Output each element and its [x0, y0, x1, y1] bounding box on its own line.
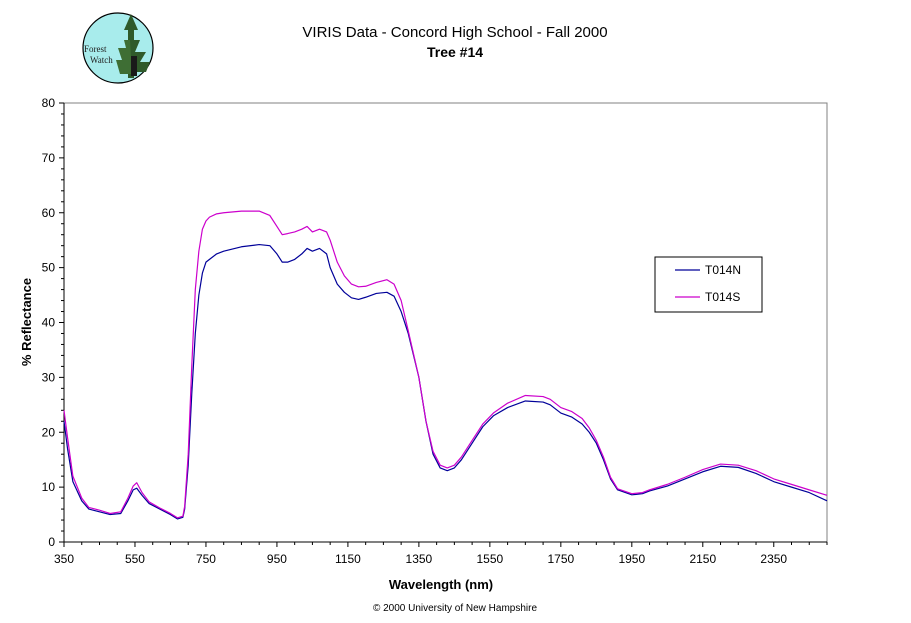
- x-axis: 350 550 750 950 1150 1350 1550 1750 1950 2150 2350: [54, 541, 828, 566]
- legend-label-t014s: T014S: [705, 290, 740, 304]
- y-tick-label: 30: [42, 370, 56, 384]
- y-tick-label: 10: [42, 480, 56, 494]
- y-axis-label: % Reflectance: [19, 278, 34, 366]
- copyright-notice: © 2000 University of New Hampshire: [373, 603, 538, 614]
- x-tick-label: 1750: [547, 552, 574, 566]
- logo-text-line1: Forest: [84, 44, 107, 54]
- x-tick-label: 2350: [760, 552, 787, 566]
- y-tick-label: 50: [42, 261, 56, 275]
- y-axis: 0 10 20 30 40 50 60 70 80: [42, 96, 65, 549]
- x-axis-label: Wavelength (nm): [389, 577, 493, 592]
- y-tick-label: 80: [42, 96, 56, 110]
- chart-title: VIRIS Data - Concord High School - Fall …: [302, 24, 607, 41]
- x-tick-label: 1350: [406, 552, 433, 566]
- x-tick-label: 550: [125, 552, 145, 566]
- series-layer: [63, 210, 828, 520]
- legend-box: [654, 256, 763, 313]
- y-tick-label: 70: [42, 151, 56, 165]
- x-tick-label: 350: [54, 552, 74, 566]
- x-tick-label: 950: [267, 552, 287, 566]
- x-tick-label: 2150: [689, 552, 716, 566]
- y-tick-label: 40: [42, 316, 56, 330]
- y-tick-label: 60: [42, 206, 56, 220]
- x-tick-label: 1950: [618, 552, 645, 566]
- plot-area: [63, 102, 828, 543]
- x-tick-label: 1550: [477, 552, 504, 566]
- legend-label-t014n: T014N: [705, 263, 741, 277]
- forest-watch-logo: Forest Watch: [82, 12, 154, 84]
- series-line-t014n: [63, 243, 828, 520]
- y-tick-label: 0: [48, 535, 55, 549]
- series-line-t014s: [63, 210, 828, 519]
- logo-text-line2: Watch: [90, 55, 113, 65]
- chart-subtitle: Tree #14: [427, 44, 483, 60]
- legend: T014N T014S: [654, 256, 763, 313]
- y-tick-label: 20: [42, 425, 56, 439]
- x-tick-label: 750: [196, 552, 216, 566]
- x-tick-label: 1150: [335, 552, 361, 566]
